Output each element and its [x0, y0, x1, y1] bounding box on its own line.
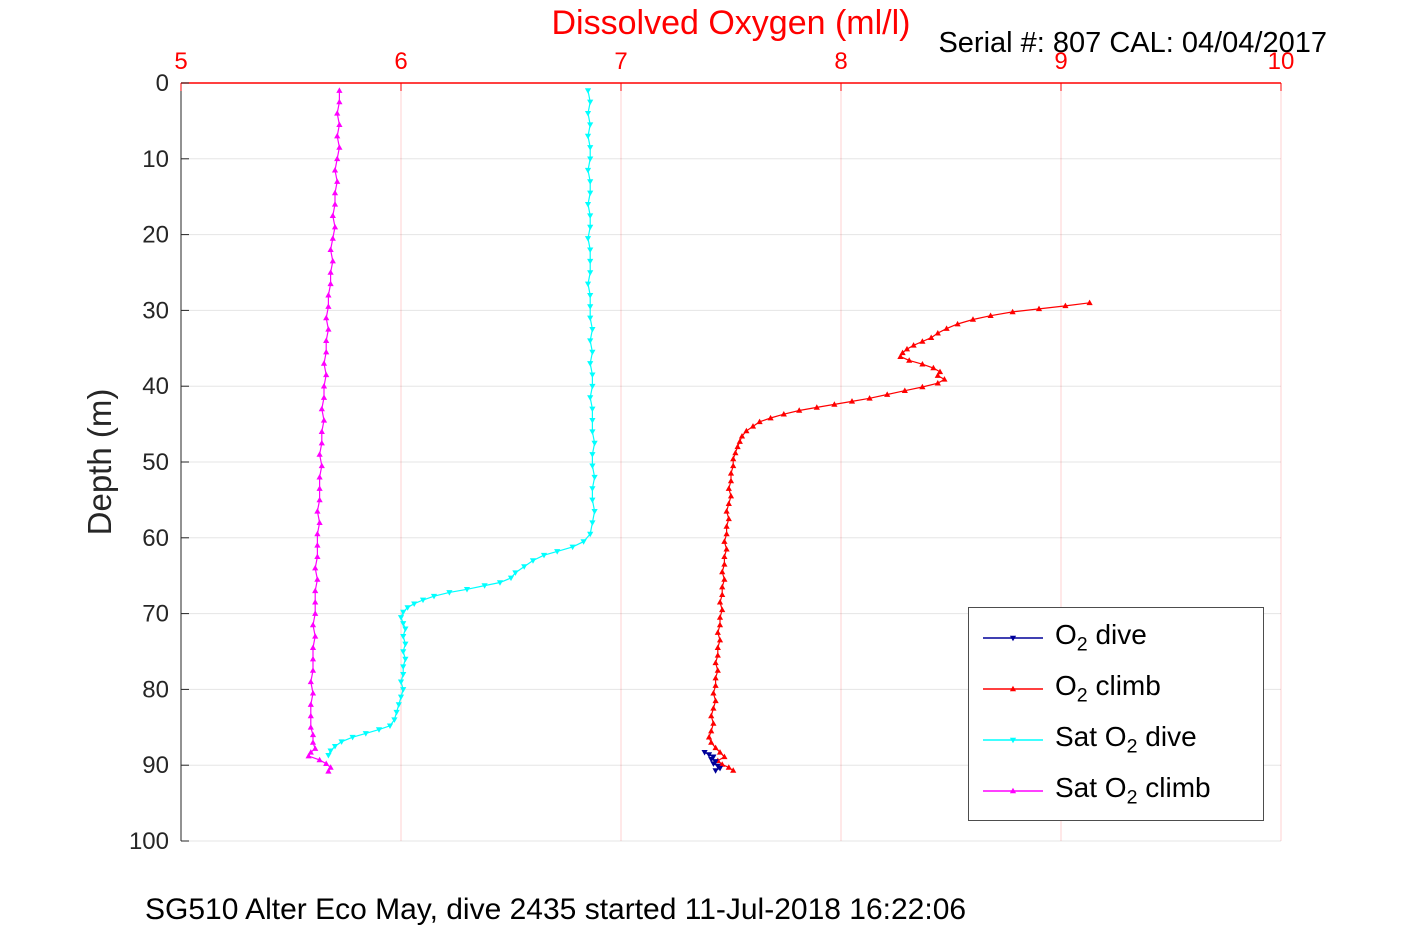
y-tick-label: 60 — [142, 525, 169, 552]
x-tick-label: 10 — [1268, 48, 1295, 75]
legend-label-sat-o2-climb: Sat O2 climb — [1055, 771, 1211, 809]
x-tick-label: 7 — [614, 48, 627, 75]
y-tick-label: 40 — [142, 373, 169, 400]
legend-sample-o2-climb — [983, 685, 1043, 691]
y-tick-label: 90 — [142, 752, 169, 779]
legend-sample-o2-dive — [983, 635, 1043, 641]
legend-label-o2-dive: O2 dive — [1055, 618, 1147, 656]
y-tick-label: 80 — [142, 676, 169, 703]
y-tick-label: 0 — [156, 70, 169, 97]
y-tick-label: 70 — [142, 601, 169, 628]
legend-item-sat-o2-dive: Sat O2 dive — [981, 721, 1263, 759]
legend-label-sat-o2-dive: Sat O2 dive — [1055, 720, 1197, 758]
serial-cal-label: Serial #: 807 CAL: 04/04/2017 — [938, 27, 1327, 59]
legend-sample-sat-o2-climb — [983, 787, 1043, 793]
series-markers-sat-o2-dive — [325, 88, 598, 759]
series-markers-o2-dive — [701, 750, 724, 774]
legend-item-o2-dive: O2 dive — [981, 619, 1263, 657]
y-tick-label: 20 — [142, 222, 169, 249]
chart-title: Dissolved Oxygen (ml/l) — [551, 4, 911, 42]
y-tick-label: 30 — [142, 297, 169, 324]
legend-label-o2-climb: O2 climb — [1055, 669, 1161, 707]
x-tick-label: 6 — [394, 48, 407, 75]
dive-caption: SG510 Alter Eco May, dive 2435 started 1… — [145, 893, 967, 926]
x-tick-label: 5 — [174, 48, 187, 75]
legend-item-o2-climb: O2 climb — [981, 670, 1263, 708]
legend-item-sat-o2-climb: Sat O2 climb — [981, 772, 1263, 810]
series-line-sat-o2-dive — [327, 90, 596, 756]
series-markers-sat-o2-climb — [305, 87, 343, 774]
legend: O2 dive O2 climb Sat O2 dive Sat O2 climb — [968, 607, 1264, 821]
y-tick-label: 100 — [129, 828, 169, 855]
x-tick-label: 9 — [1054, 48, 1067, 75]
series-markers-o2-climb — [705, 299, 1093, 773]
x-tick-label: 8 — [834, 48, 847, 75]
legend-sample-sat-o2-dive — [983, 737, 1043, 743]
y-tick-label: 10 — [142, 146, 169, 173]
y-tick-label: 50 — [142, 449, 169, 476]
y-axis-label: Depth (m) — [81, 388, 118, 536]
